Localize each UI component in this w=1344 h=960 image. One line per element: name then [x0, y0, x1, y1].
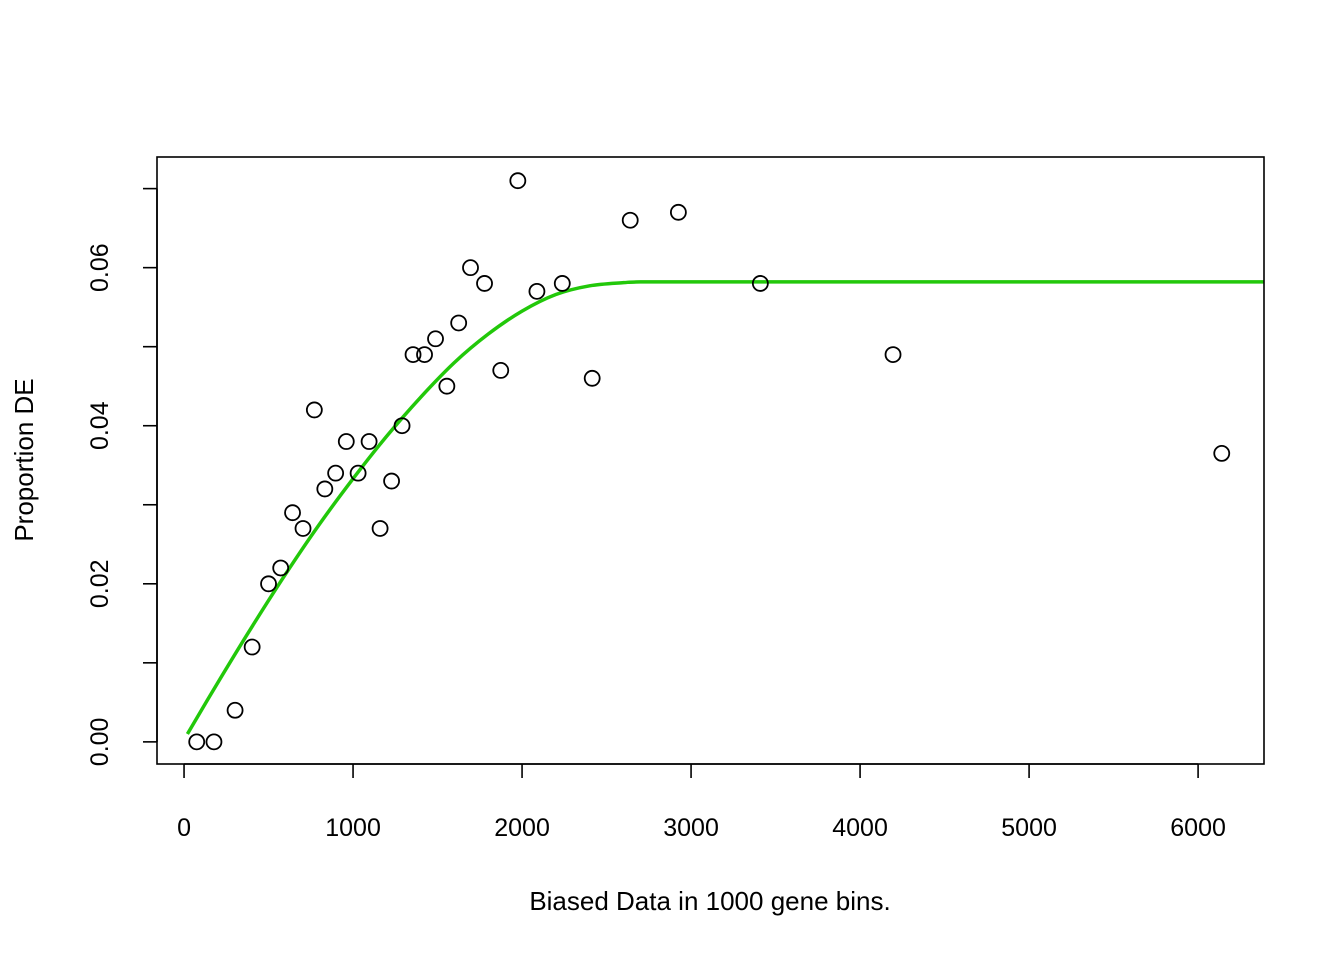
data-point — [284, 504, 301, 522]
x-tick-label: 6000 — [1170, 814, 1226, 842]
data-point — [553, 275, 571, 292]
x-tick-label: 5000 — [1001, 814, 1057, 842]
y-tick-label: 0.00 — [86, 718, 114, 767]
data-point — [427, 330, 444, 348]
data-point — [621, 211, 639, 229]
x-tick-label: 2000 — [494, 814, 550, 842]
data-point — [1213, 444, 1231, 462]
plot-frame — [156, 156, 1265, 765]
x-tick-label: 0 — [177, 814, 191, 842]
data-point — [462, 259, 479, 277]
data-point — [404, 346, 422, 363]
x-axis: 0 1000 2000 3000 4000 5000 6000 — [177, 763, 1226, 842]
data-point — [751, 275, 769, 292]
plot-region — [185, 172, 1264, 751]
data-point — [383, 472, 400, 490]
data-point — [492, 361, 510, 379]
y-tick-label: 0.02 — [86, 559, 114, 608]
data-point — [205, 733, 223, 751]
y-axis: 0.00 0.02 0.04 0.06 — [86, 187, 158, 767]
data-point — [349, 464, 367, 482]
data-point — [509, 172, 527, 190]
data-point — [583, 369, 601, 387]
data-point — [884, 346, 902, 363]
data-point — [188, 733, 206, 751]
data-point — [450, 314, 468, 332]
y-axis-label: Proportion DE — [9, 378, 39, 541]
fit-line — [185, 280, 1264, 735]
data-point — [294, 520, 312, 537]
data-point — [669, 203, 687, 221]
data-point — [243, 638, 261, 656]
y-tick-label: 0.06 — [86, 243, 114, 292]
x-tick-label: 4000 — [832, 814, 888, 842]
data-point — [371, 520, 389, 537]
data-point — [316, 480, 334, 498]
x-axis-label: Biased Data in 1000 gene bins. — [529, 886, 890, 916]
data-point — [305, 401, 323, 419]
data-point — [360, 433, 378, 450]
data-point — [260, 575, 277, 593]
x-tick-label: 1000 — [325, 814, 381, 842]
data-point — [226, 701, 244, 719]
data-point — [416, 346, 433, 363]
data-point — [438, 377, 456, 395]
data-point — [528, 282, 546, 300]
x-tick-label: 3000 — [663, 814, 719, 842]
y-tick-label: 0.04 — [86, 401, 114, 450]
data-point — [476, 275, 493, 292]
data-point — [393, 417, 411, 435]
data-point — [272, 559, 290, 577]
data-point — [337, 433, 355, 450]
data-point — [327, 464, 345, 482]
